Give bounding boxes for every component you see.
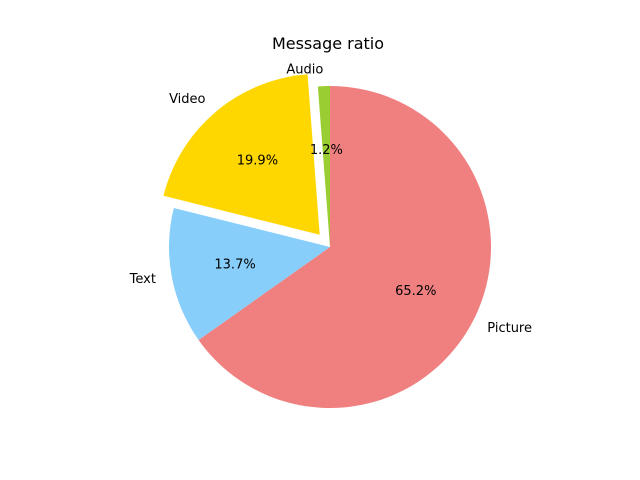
- slice-label-audio: Audio: [286, 63, 323, 78]
- pct-label-picture: 65.2%: [395, 284, 436, 299]
- pct-label-text: 13.7%: [214, 257, 255, 272]
- pie-labels: Picture 65.2% Text 13.7% Video 19.9% Audio 1.2%: [129, 63, 532, 336]
- slice-label-video: Video: [169, 92, 205, 107]
- pie-slice-video: [163, 74, 320, 235]
- chart-title: Message ratio: [272, 34, 384, 53]
- pie-slice-text: [169, 207, 330, 340]
- slice-label-picture: Picture: [487, 321, 532, 336]
- pie-slices: [163, 74, 492, 408]
- pct-label-video: 19.9%: [237, 153, 278, 168]
- pct-label-audio: 1.2%: [310, 143, 343, 158]
- pie-slice-picture: [198, 86, 492, 408]
- slice-label-text: Text: [129, 272, 156, 287]
- pie-slice-audio: [317, 86, 330, 247]
